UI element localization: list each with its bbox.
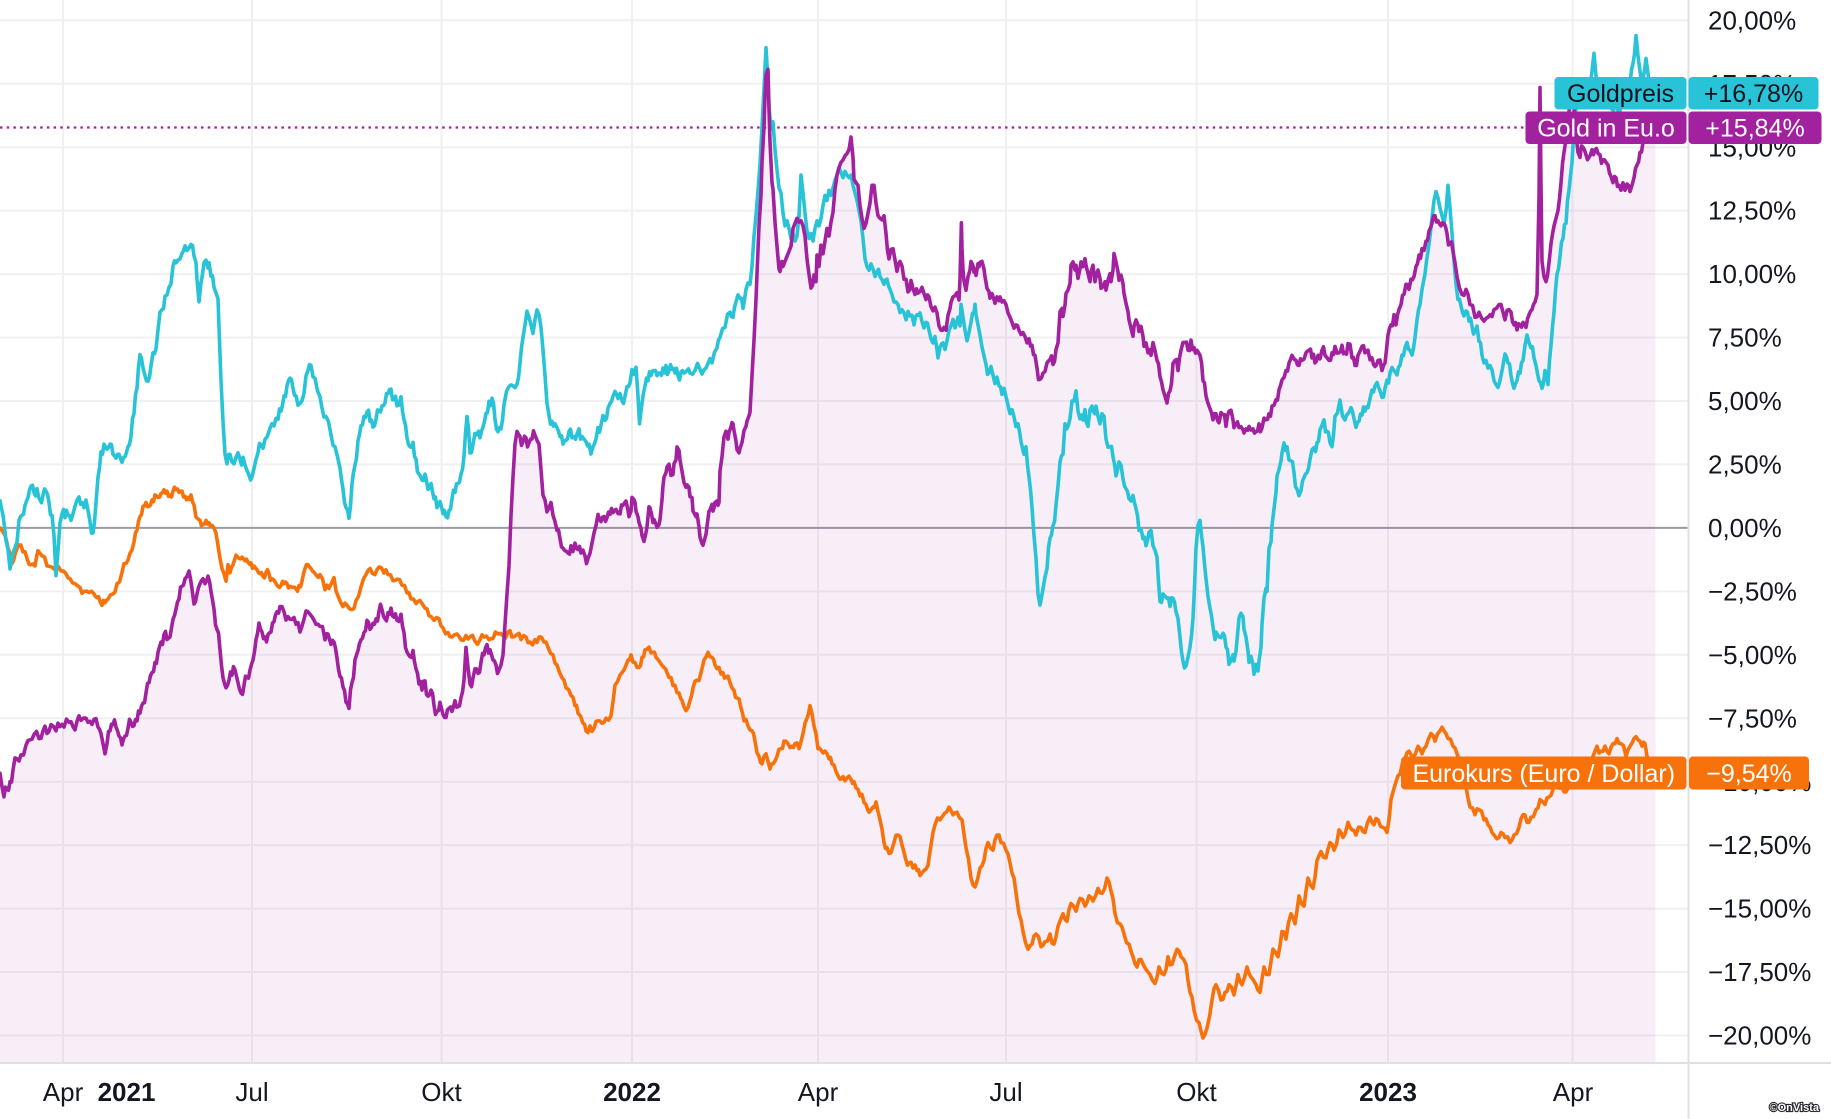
svg-text:10,00%: 10,00% bbox=[1708, 259, 1796, 289]
svg-text:Apr: Apr bbox=[1553, 1077, 1594, 1107]
svg-text:0,00%: 0,00% bbox=[1708, 513, 1782, 543]
svg-text:Okt: Okt bbox=[1176, 1077, 1217, 1107]
svg-text:5,00%: 5,00% bbox=[1708, 386, 1782, 416]
svg-text:−9,54%: −9,54% bbox=[1706, 760, 1792, 788]
svg-text:2021: 2021 bbox=[98, 1077, 156, 1107]
svg-text:−20,00%: −20,00% bbox=[1708, 1021, 1811, 1051]
svg-text:Gold in Eu.o: Gold in Eu.o bbox=[1537, 115, 1675, 143]
svg-text:20,00%: 20,00% bbox=[1708, 5, 1796, 35]
svg-text:+16,78%: +16,78% bbox=[1704, 80, 1803, 108]
svg-text:+15,84%: +15,84% bbox=[1705, 115, 1804, 143]
svg-text:−2,50%: −2,50% bbox=[1708, 577, 1797, 607]
svg-text:−5,00%: −5,00% bbox=[1708, 640, 1797, 670]
svg-text:−12,50%: −12,50% bbox=[1708, 830, 1811, 860]
svg-text:−7,50%: −7,50% bbox=[1708, 703, 1797, 733]
svg-text:2023: 2023 bbox=[1359, 1077, 1417, 1107]
svg-text:−15,00%: −15,00% bbox=[1708, 894, 1811, 924]
svg-text:Okt: Okt bbox=[421, 1077, 462, 1107]
svg-text:2022: 2022 bbox=[603, 1077, 661, 1107]
svg-text:Jul: Jul bbox=[989, 1077, 1022, 1107]
svg-text:−17,50%: −17,50% bbox=[1708, 957, 1811, 987]
svg-text:7,50%: 7,50% bbox=[1708, 323, 1782, 353]
svg-text:Apr: Apr bbox=[43, 1077, 84, 1107]
svg-text:Goldpreis: Goldpreis bbox=[1567, 80, 1674, 108]
svg-text:©OnVista: ©OnVista bbox=[1770, 1102, 1820, 1114]
svg-text:Eurokurs (Euro / Dollar): Eurokurs (Euro / Dollar) bbox=[1412, 760, 1675, 788]
svg-text:12,50%: 12,50% bbox=[1708, 196, 1796, 226]
svg-text:2,50%: 2,50% bbox=[1708, 450, 1782, 480]
svg-text:Apr: Apr bbox=[798, 1077, 839, 1107]
svg-text:Jul: Jul bbox=[235, 1077, 268, 1107]
